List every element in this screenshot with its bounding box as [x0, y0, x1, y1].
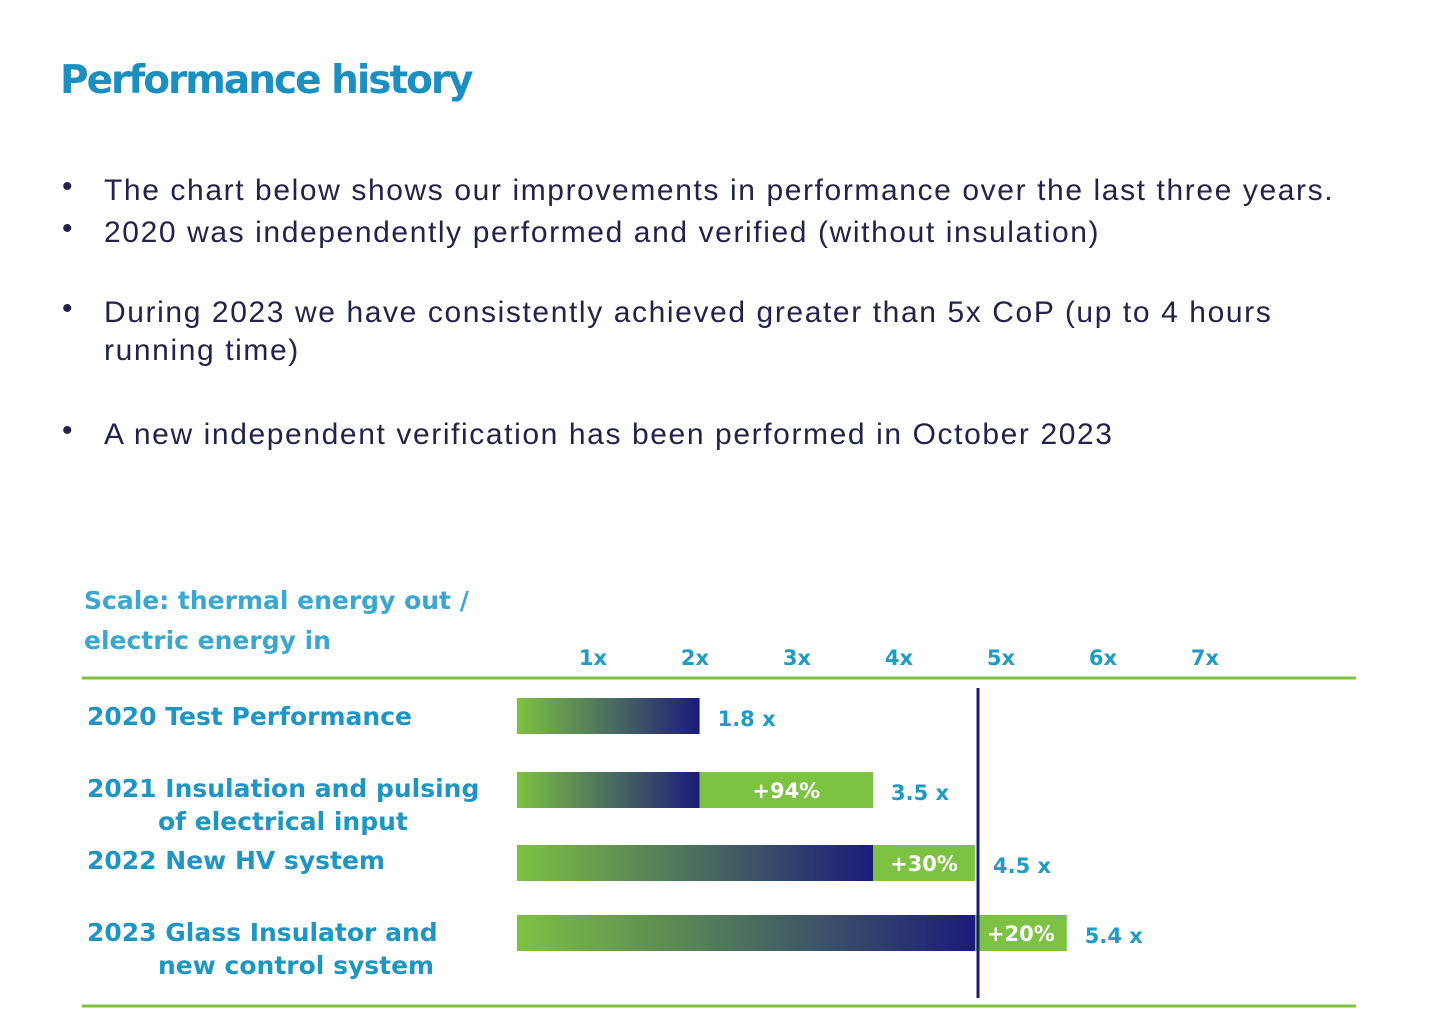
category-label: of electrical input [158, 807, 408, 836]
x-tick-label: 7x [1191, 646, 1220, 670]
bar-increase [873, 845, 975, 881]
bullet-item: 2020 was independently performed and ver… [60, 208, 1380, 254]
x-tick-label: 2x [681, 646, 710, 670]
value-label: 4.5 x [993, 854, 1052, 878]
x-tick-label: 5x [987, 646, 1016, 670]
bullet-item: A new independent verification has been … [60, 410, 1380, 456]
page-title: Performance history [60, 58, 474, 103]
bullet-item: The chart below shows our improvements i… [60, 166, 1380, 212]
x-tick-label: 1x [579, 646, 608, 670]
value-label: 3.5 x [891, 781, 950, 805]
bar-increase [975, 915, 1067, 951]
bar-base [517, 915, 975, 951]
x-tick-label: 4x [885, 646, 914, 670]
category-label: new control system [158, 951, 434, 980]
category-label: 2022 New HV system [87, 846, 385, 875]
bullet-item: During 2023 we have consistently achieve… [60, 290, 1380, 370]
increase-label: +20% [987, 922, 1055, 946]
category-label: 2021 Insulation and pulsing [87, 774, 479, 803]
bar-base [517, 845, 873, 881]
category-label: 2023 Glass Insulator and [87, 918, 438, 947]
x-tick-label: 3x [783, 646, 812, 670]
value-label: 5.4 x [1085, 924, 1144, 948]
x-tick-label: 6x [1089, 646, 1118, 670]
category-label: 2020 Test Performance [87, 702, 412, 731]
bar-base [517, 772, 700, 808]
bar-increase [699, 772, 873, 808]
bullet-list: The chart below shows our improvements i… [60, 166, 1380, 456]
bar-base [517, 698, 700, 734]
increase-label: +30% [890, 852, 958, 876]
increase-label: +94% [752, 779, 820, 803]
value-label: 1.8 x [718, 707, 777, 731]
scale-label: electric energy in [84, 626, 331, 655]
scale-label: Scale: thermal energy out / [84, 586, 470, 615]
